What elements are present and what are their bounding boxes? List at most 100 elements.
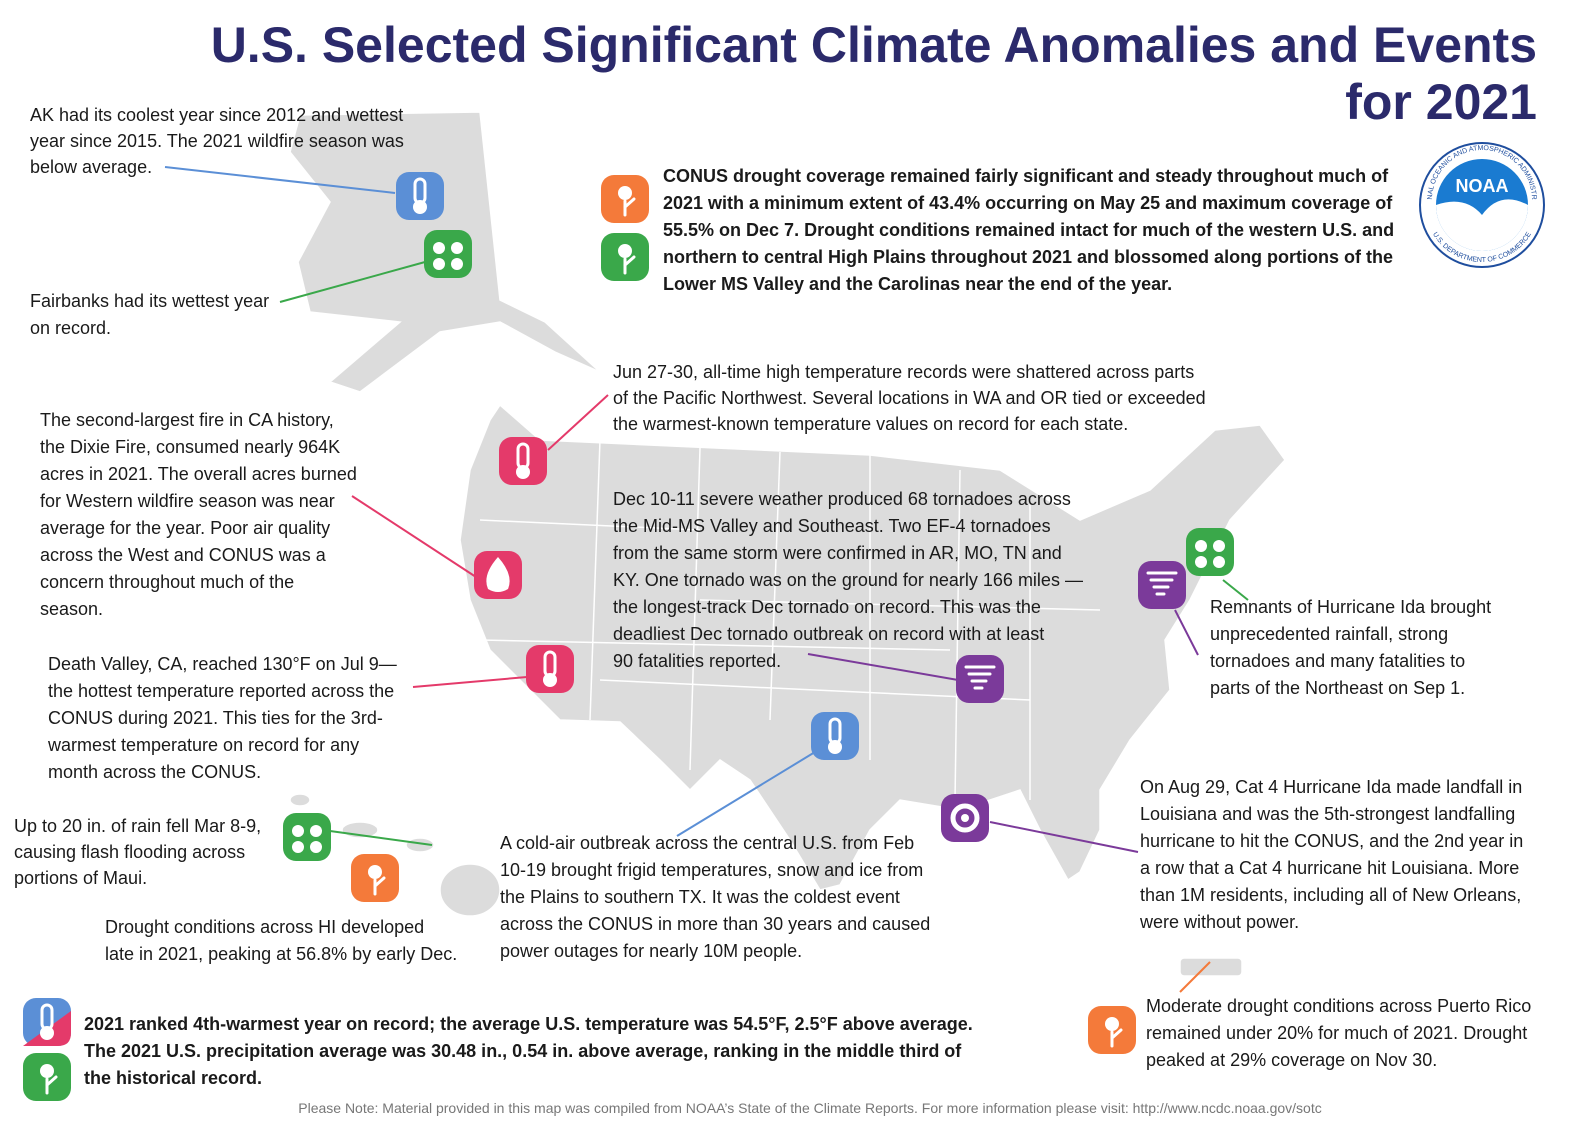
glyph	[310, 825, 322, 837]
conus	[459, 403, 1286, 891]
annotation-line: average for the year. Poor air quality	[40, 518, 330, 538]
icon-thermometer	[499, 437, 547, 485]
annotation-line: 10-19 brought frigid temperatures, snow …	[500, 860, 923, 880]
annotation-line: year since 2015. The 2021 wildfire seaso…	[30, 131, 404, 151]
annotation-line: Up to 20 in. of rain fell Mar 8-9,	[14, 816, 261, 836]
leader-line	[989, 821, 1139, 853]
annotation-line: the hottest temperature reported across …	[48, 681, 394, 701]
glyph	[543, 673, 557, 687]
icon-plant	[23, 1053, 71, 1101]
icon-bg	[424, 230, 472, 278]
glyph	[433, 242, 445, 254]
annotation-line: concern throughout much of the	[40, 572, 294, 592]
annotation-line: across the West and CONUS was a	[40, 545, 327, 565]
glyph	[451, 258, 463, 270]
annotation-line: Jun 27-30, all-time high temperature rec…	[613, 362, 1194, 382]
glyph	[40, 1026, 54, 1040]
annotation-line: month across the CONUS.	[48, 762, 261, 782]
annotation-line: The 2021 U.S. precipitation average was …	[84, 1041, 962, 1061]
leader-line	[164, 166, 396, 194]
footnote: Please Note: Material provided in this m…	[298, 1100, 1321, 1116]
icon-bg	[499, 437, 547, 485]
glyph	[292, 841, 304, 853]
glyph	[961, 814, 969, 822]
annotation-line: Lower MS Valley and the Carolinas near t…	[663, 274, 1172, 294]
annotation-line: tornadoes and many fatalities to	[1210, 651, 1465, 671]
glyph	[413, 200, 427, 214]
annotation-line: season.	[40, 599, 103, 619]
leader-line	[676, 751, 816, 837]
annotation-line: were without power.	[1139, 912, 1299, 932]
annotation-line: across the CONUS in more than 30 years a…	[500, 914, 930, 934]
texts: U.S. Selected Significant Climate Anomal…	[14, 17, 1537, 1116]
annotation-line: 2021 ranked 4th-warmest year on record; …	[84, 1014, 973, 1034]
annotation-line: On Aug 29, Cat 4 Hurricane Ida made land…	[1140, 777, 1522, 797]
icon-tornado	[956, 655, 1004, 703]
glyph	[451, 242, 463, 254]
leader-line	[1179, 961, 1211, 993]
annotation-line: unprecedented rainfall, strong	[1210, 624, 1448, 644]
annotation-line: causing flash flooding across	[14, 842, 245, 862]
annotation-line: 90 fatalities reported.	[613, 651, 781, 671]
icon-bg	[1186, 528, 1234, 576]
icon-hurricane	[941, 794, 989, 842]
leader-line	[412, 676, 528, 688]
annotation-line: peaked at 29% coverage on Nov 30.	[1146, 1050, 1437, 1070]
annotation-line: Death Valley, CA, reached 130°F on Jul 9…	[48, 654, 397, 674]
icon-drops	[424, 230, 472, 278]
glyph	[1195, 540, 1207, 552]
annotation-line: CONUS drought coverage remained fairly s…	[663, 166, 1389, 186]
annotation-line: 2021 with a minimum extent of 43.4% occu…	[663, 193, 1393, 213]
icon-tornado	[1138, 561, 1186, 609]
icon-drought	[351, 854, 399, 902]
annotation-line: northern to central High Plains througho…	[663, 247, 1393, 267]
annotation-line: the longest-track Dec tornado on record.…	[613, 597, 1041, 617]
annotation-line: The second-largest fire in CA history,	[40, 410, 334, 430]
glyph	[623, 255, 636, 275]
icon-plant	[601, 233, 649, 281]
hawaii	[289, 793, 311, 807]
title: for 2021	[1345, 74, 1537, 130]
glyph	[486, 557, 510, 592]
annotation-line: the Plains to southern TX. It was the co…	[500, 887, 900, 907]
icon-bg	[1138, 561, 1186, 609]
annotation-line: hurricane to hit the CONUS, and the 2nd …	[1140, 831, 1523, 851]
icon-bg	[956, 655, 1004, 703]
annotation-line: the warmest-known temperature values on …	[613, 414, 1128, 434]
icon-bg	[811, 712, 859, 760]
annotation-line: below average.	[30, 157, 152, 177]
annotation-line: Remnants of Hurricane Ida brought	[1210, 597, 1491, 617]
icon-drought	[1088, 1006, 1136, 1054]
glyph	[373, 876, 386, 896]
icon-drops	[283, 813, 331, 861]
annotation-line: the historical record.	[84, 1068, 262, 1088]
puerto-rico	[1179, 957, 1243, 977]
leader-line	[351, 495, 477, 578]
annotation-line: Louisiana and was the 5th-strongest land…	[1140, 804, 1515, 824]
annotation-line: warmest temperature on record for any	[47, 735, 359, 755]
annotation-line: than 1M residents, including all of New …	[1140, 885, 1521, 905]
leader-line	[807, 653, 959, 681]
icon-thermometer	[811, 712, 859, 760]
annotation-line: power outages for nearly 10M people.	[500, 941, 802, 961]
glyph	[950, 803, 980, 833]
annotation-line: Drought conditions across HI developed	[105, 917, 424, 937]
annotation-line: remained under 20% for much of 2021. Dro…	[1146, 1023, 1527, 1043]
annotation-line: late in 2021, peaking at 56.8% by early …	[105, 944, 457, 964]
title: U.S. Selected Significant Climate Anomal…	[211, 17, 1537, 73]
glyph	[310, 841, 322, 853]
icon-drops	[1186, 528, 1234, 576]
glyph	[618, 186, 632, 200]
annotation-line: of the Pacific Northwest. Several locati…	[613, 388, 1206, 408]
annotation-line: CONUS during 2021. This ties for the 3rd…	[48, 708, 383, 728]
glyph	[1105, 1017, 1119, 1031]
annotation-line: from the same storm were confirmed in AR…	[613, 543, 1062, 563]
leader-line	[1222, 579, 1249, 601]
annotation-line: parts of the Northeast on Sep 1.	[1210, 678, 1465, 698]
icon-bg	[396, 172, 444, 220]
annotation-line: AK had its coolest year since 2012 and w…	[30, 105, 403, 125]
glyph	[1110, 1028, 1123, 1048]
icon-bg	[283, 813, 331, 861]
